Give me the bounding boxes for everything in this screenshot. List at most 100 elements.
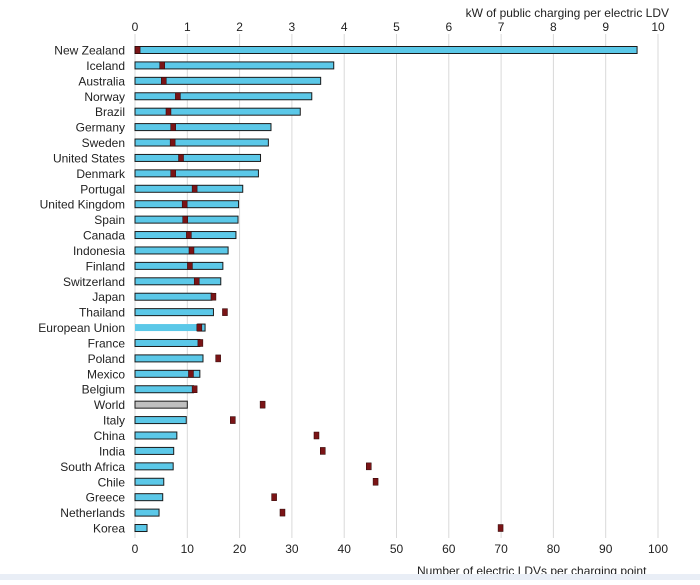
marker <box>210 292 217 301</box>
marker <box>191 185 198 193</box>
category-label: Chile <box>98 475 126 489</box>
marker <box>193 277 200 286</box>
category-label: Netherlands <box>60 506 125 520</box>
category-label: Japan <box>92 290 125 304</box>
top-tick-label: 0 <box>132 20 139 34</box>
category-label: South Africa <box>60 460 125 474</box>
category-label: India <box>99 444 125 458</box>
bar <box>134 292 213 301</box>
category-label: Mexico <box>87 367 125 381</box>
category-label: France <box>88 336 126 350</box>
category-label: Brazil <box>95 105 125 119</box>
bar <box>134 231 237 240</box>
category-label: Norway <box>84 90 125 104</box>
bar <box>134 354 204 363</box>
marker <box>259 400 266 409</box>
top-tick-label: 7 <box>498 20 505 34</box>
top-tick-label: 9 <box>602 20 609 34</box>
category-label: Australia <box>78 74 125 88</box>
marker <box>197 339 204 347</box>
bar <box>134 92 313 101</box>
bar <box>134 138 269 147</box>
marker <box>186 231 192 239</box>
bottom-tick-label: 100 <box>648 542 668 556</box>
markers <box>134 46 504 532</box>
category-label: Portugal <box>80 182 125 196</box>
marker <box>271 493 277 501</box>
category-label: Greece <box>86 491 126 505</box>
bar <box>134 169 259 178</box>
bar <box>135 324 206 332</box>
category-label: Belgium <box>82 383 125 397</box>
marker <box>165 107 172 116</box>
bar <box>134 184 244 193</box>
bar <box>134 61 335 70</box>
top-tick-label: 3 <box>289 20 296 34</box>
top-axis-title: kW of public charging per electric LDV <box>466 6 669 20</box>
category-label: Thailand <box>79 306 125 320</box>
bar <box>134 508 160 517</box>
bottom-axis-ticks: 0 10 20 30 40 50 60 70 80 90 100 <box>132 542 669 556</box>
category-label: United States <box>53 151 125 165</box>
bottom-tick-label: 60 <box>442 542 456 556</box>
marker <box>169 138 176 147</box>
bottom-tick-label: 0 <box>132 542 139 556</box>
category-label: Germany <box>76 121 125 135</box>
top-tick-label: 2 <box>236 20 243 34</box>
marker <box>320 447 326 455</box>
bar <box>134 416 187 425</box>
bar <box>134 123 272 132</box>
top-tick-label: 8 <box>550 20 557 34</box>
marker <box>497 524 504 532</box>
top-tick-label: 4 <box>341 20 348 34</box>
top-axis-ticks: 0 1 2 3 4 5 6 7 8 9 10 <box>132 20 665 34</box>
marker <box>170 123 176 131</box>
marker <box>188 246 195 255</box>
bar <box>134 493 164 502</box>
category-label: Spain <box>94 213 125 227</box>
marker <box>187 262 193 270</box>
top-tick-label: 5 <box>393 20 400 34</box>
marker <box>215 354 221 363</box>
bar <box>134 107 301 116</box>
bar <box>134 477 165 486</box>
marker <box>230 416 236 424</box>
category-label: Italy <box>103 414 125 428</box>
category-label: World <box>94 398 125 412</box>
marker <box>175 92 181 101</box>
bar <box>134 153 262 162</box>
category-label: Canada <box>83 229 125 243</box>
bar <box>134 277 222 286</box>
marker <box>161 77 167 85</box>
top-tick-label: 10 <box>651 20 665 34</box>
bar <box>134 446 175 455</box>
marker <box>372 478 379 486</box>
marker <box>182 215 188 224</box>
bottom-tick-label: 10 <box>181 542 195 556</box>
marker <box>188 370 194 378</box>
marker <box>366 462 372 471</box>
marker <box>178 154 184 162</box>
gridlines <box>134 34 659 538</box>
marker <box>313 431 320 440</box>
marker <box>181 200 188 208</box>
bottom-tick-label: 40 <box>338 542 352 556</box>
bottom-tick-label: 20 <box>233 542 247 556</box>
marker <box>159 61 165 70</box>
bar <box>134 308 214 317</box>
bar <box>134 369 201 378</box>
category-label: Switzerland <box>63 275 125 289</box>
category-label: China <box>94 429 126 443</box>
bottom-strip <box>0 574 700 580</box>
bar <box>134 524 148 533</box>
category-label: Korea <box>93 522 125 536</box>
bar <box>134 338 201 347</box>
bar <box>134 246 229 255</box>
top-tick-label: 1 <box>184 20 191 34</box>
category-label: Finland <box>86 259 125 273</box>
marker <box>170 169 176 178</box>
bar <box>134 385 195 394</box>
